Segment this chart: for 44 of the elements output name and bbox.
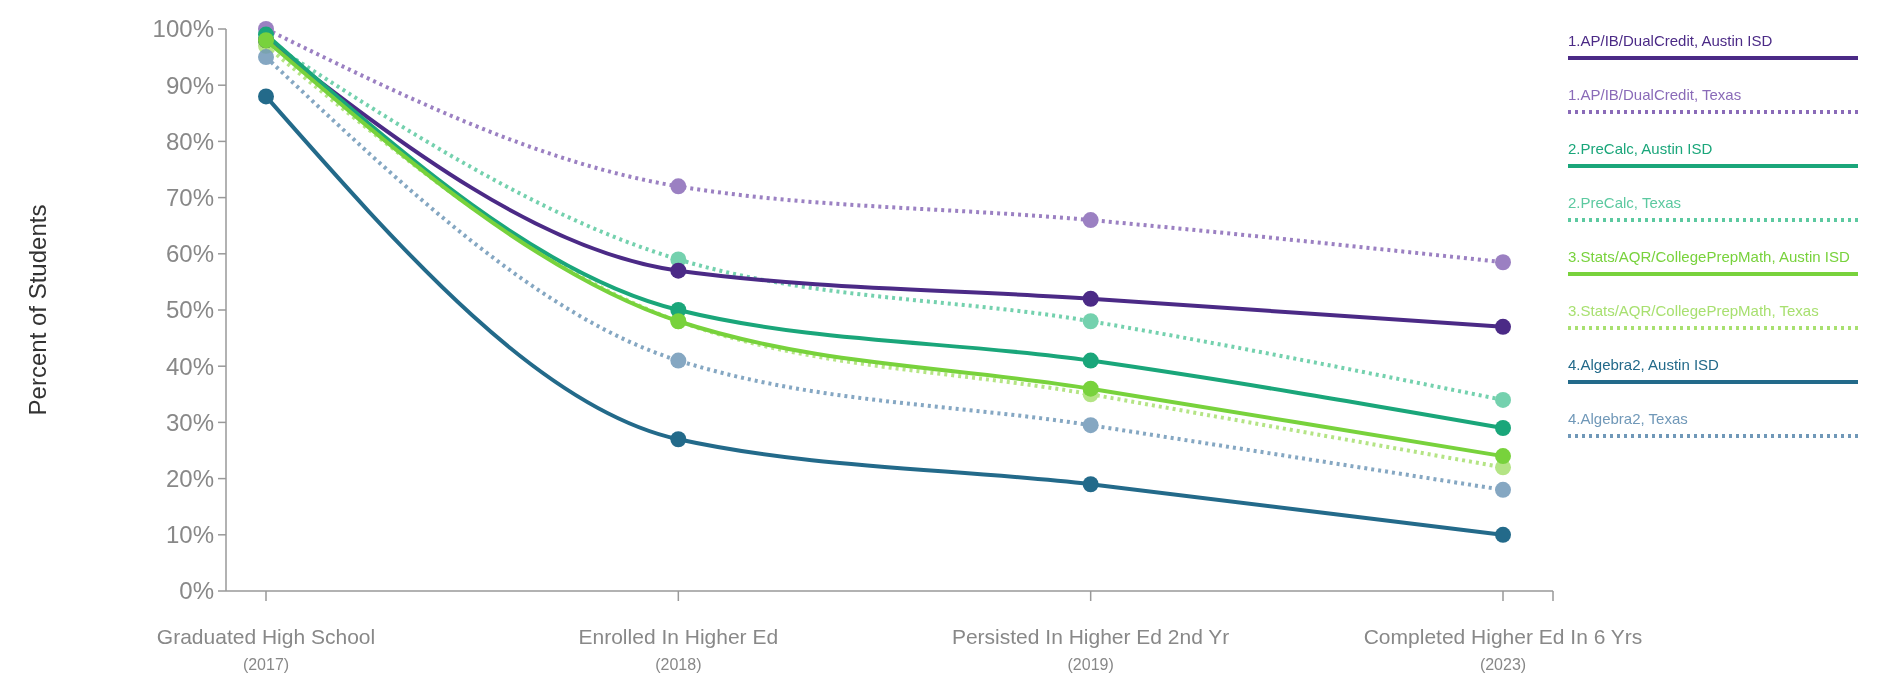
point (1082, 290, 1099, 307)
point (1082, 476, 1099, 493)
y-tick-label: 100% (152, 15, 214, 43)
point (258, 88, 274, 105)
point (1495, 481, 1511, 498)
point (1495, 448, 1511, 465)
text: 4.Algebra2, Austin ISD (1568, 356, 1720, 373)
point (1495, 526, 1511, 543)
y-tick-label: 90% (165, 71, 214, 99)
point (670, 178, 687, 195)
y-axis-title: Percent of Students (24, 204, 51, 416)
text: 1.AP/IB/DualCredit, Austin ISD (1568, 32, 1773, 49)
text: 3.Stats/AQR/CollegePrepMath, Texas (1568, 302, 1819, 319)
y-tick-label: 10% (165, 521, 214, 549)
point (1495, 318, 1511, 335)
point (258, 49, 274, 66)
point (1082, 313, 1099, 330)
point (670, 431, 687, 448)
y-tick-label: 80% (165, 127, 214, 155)
y-tick-label: 30% (165, 408, 214, 436)
x-tick-label: Graduated High School (2017) (156, 625, 376, 673)
y-tick-label: 70% (165, 184, 214, 211)
x-tick-label: Persisted In Higher Ed 2nd Yr (2019) (951, 625, 1230, 673)
y-tick-label: 0% (179, 577, 214, 605)
x-tick-label: Enrolled In Higher Ed (2018) (578, 625, 779, 673)
x-tick-label: Completed Higher Ed In 6 Yrs (2023) (1363, 625, 1643, 673)
y-tick-label: 50% (165, 296, 214, 324)
point (670, 262, 687, 279)
y-tick-label: 40% (165, 352, 214, 380)
point (1082, 380, 1099, 397)
point (1082, 417, 1099, 434)
text: 3.Stats/AQR/CollegePrepMath, Austin ISD (1568, 248, 1850, 265)
y-tick-label: 60% (165, 240, 214, 268)
point (1495, 391, 1511, 408)
text: 2.PreCalc, Texas (1568, 194, 1682, 211)
text: 4.Algebra2, Texas (1568, 410, 1688, 427)
point (1082, 212, 1099, 229)
y-tick-label: 20% (165, 465, 214, 492)
point (1495, 420, 1511, 437)
point (1495, 254, 1511, 271)
text: 2.PreCalc, Austin ISD (1568, 140, 1713, 157)
point (1082, 352, 1099, 369)
text: 1.AP/IB/DualCredit, Texas (1568, 86, 1742, 103)
point (670, 352, 687, 369)
